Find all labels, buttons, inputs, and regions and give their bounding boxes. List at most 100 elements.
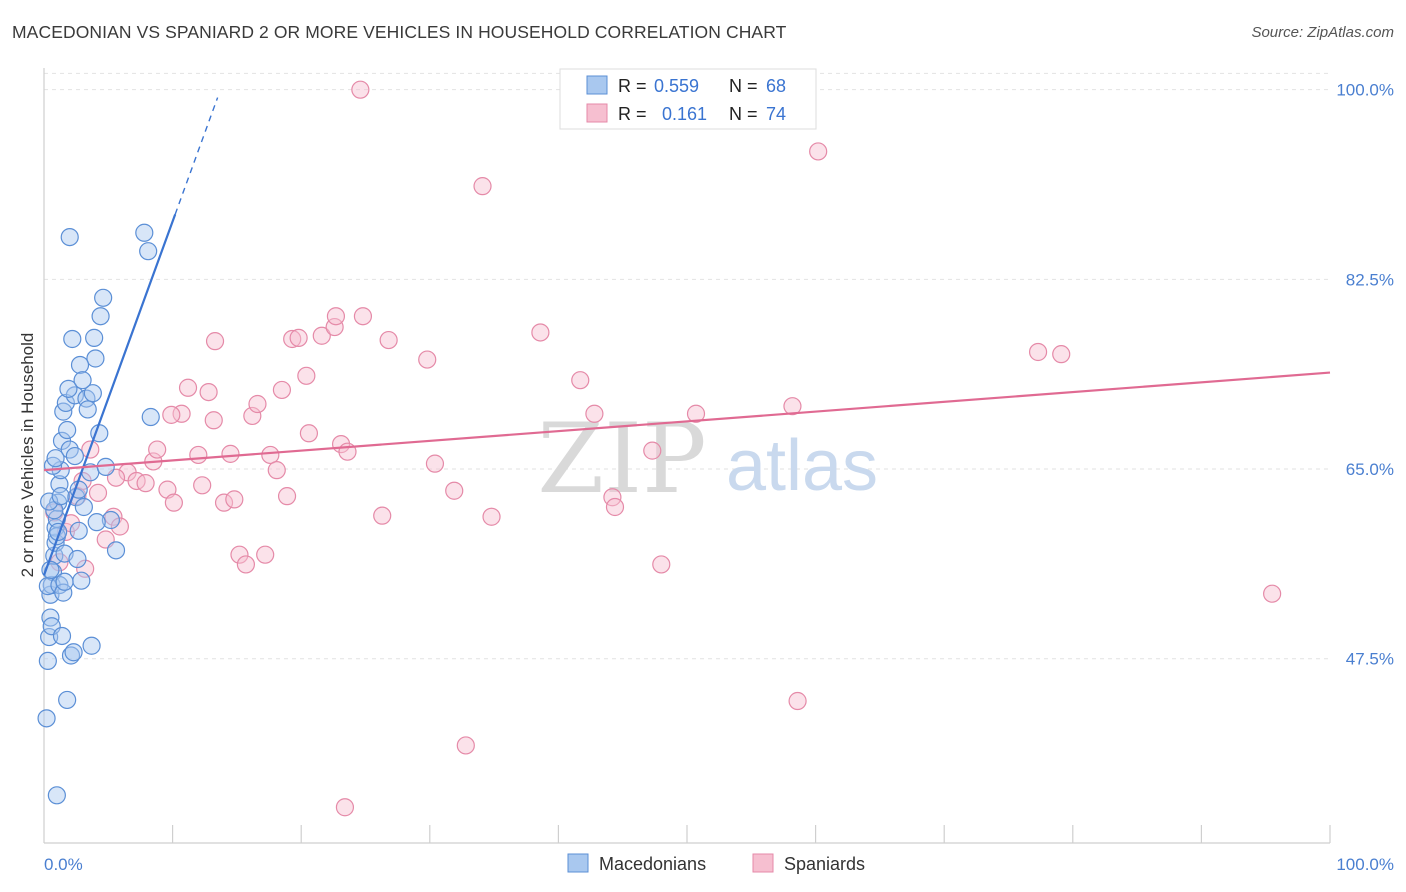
gridlines [44,72,1330,660]
spaniard-point [283,329,302,349]
x-tick-label-max: 100.0% [1336,855,1394,874]
spaniard-point [686,404,706,423]
macedonian-point [40,627,59,647]
y-tick-label: 82.5% [1346,270,1394,289]
spaniard-point [571,371,590,390]
legend-top-pink-n-value: 74 [766,104,786,124]
macedonian-point [38,651,57,671]
source-label: Source: ZipAtlas.com [1251,24,1394,41]
spaniard-point [312,326,331,345]
legend-bottom: Macedonians Spaniards [567,853,865,874]
spaniard-point [809,142,828,161]
spaniard-point [189,445,208,465]
macedonian-point [40,492,59,511]
legend-bottom-blue-label: Macedonians [599,854,706,874]
legend-top: R = 0.559 N = 68 R = 0.161 N = 74 [559,68,817,130]
spaniard-point [445,481,464,500]
trend-lines [42,97,1331,576]
spaniard-point [148,440,167,459]
legend-top-pink-n-label: N = [729,104,758,124]
spaniard-point [425,454,445,473]
macedonian-point [69,521,88,540]
spaniard-point [531,323,550,342]
legend-top-pink-r-label: R = [618,104,647,124]
spaniard-point [289,328,308,347]
spaniard-point [351,80,370,99]
macedonian-point [64,643,83,662]
watermark: ZIP atlas [537,403,878,515]
y-axis-label: 2 or more Vehicles in Household [18,333,37,578]
spaniard-point [267,461,286,480]
spaniard-point [297,366,316,385]
macedonian-point [58,690,77,710]
spaniard-point [104,507,123,526]
macedonian-point [83,384,102,403]
y-tick-label: 100.0% [1336,81,1394,100]
macedonian-point [94,288,113,307]
macedonian-point [65,386,84,405]
spaniard-point [585,404,604,423]
spaniard-point [1263,584,1282,603]
macedonians-points [37,223,160,805]
x-axis-ticks [172,825,1331,843]
macedonian-point [63,329,82,349]
spaniard-point [482,507,501,526]
spaniard-point [225,490,244,509]
macedonians-trend-extension [174,97,219,215]
spaniard-point [605,497,625,517]
spaniard-point [88,483,108,502]
spaniard-point [205,332,225,351]
x-tick-label-min: 0.0% [44,855,83,874]
macedonian-point [51,487,70,506]
legend-top-pink-swatch [586,103,608,123]
watermark-atlas: atlas [726,426,878,506]
macedonian-point [85,328,104,347]
spaniard-point [277,487,297,506]
spaniard-point [261,445,280,465]
macedonian-point [72,571,91,590]
macedonian-point [91,307,110,326]
legend-top-pink-r-value: 0.161 [662,104,707,124]
macedonian-point [37,709,56,728]
spaniard-point [76,559,95,578]
spaniard-point [230,545,249,564]
macedonian-point [101,510,120,530]
macedonian-point [55,572,74,591]
spaniard-point [379,330,398,350]
macedonian-point [86,349,105,368]
macedonian-point [139,242,158,261]
y-tick-label: 65.0% [1346,460,1394,479]
spaniard-point [643,441,662,460]
spaniard-point [326,307,346,326]
spaniard-point [178,378,198,397]
spaniard-point [1028,342,1048,362]
spaniard-point [335,798,355,817]
macedonian-point [135,223,154,242]
macedonian-point [46,449,65,468]
legend-top-blue-swatch [586,75,608,95]
macedonian-point [41,560,60,579]
macedonians-trend-line [42,213,177,576]
spaniards-trend-line [43,371,1331,472]
macedonian-point [141,407,160,427]
macedonian-point [59,379,78,398]
legend-top-blue-r-value: 0.559 [654,76,699,96]
legend-top-blue-r-label: R = [618,76,647,96]
chart-title: MACEDONIAN VS SPANIARD 2 OR MORE VEHICLE… [12,22,787,42]
legend-bottom-pink-label: Spaniards [784,854,865,874]
spaniard-point [256,545,275,564]
macedonian-point [68,549,87,569]
watermark-zip: ZIP [537,403,706,515]
macedonian-point [82,636,101,655]
y-tick-label: 47.5% [1346,650,1394,669]
spaniard-point [243,406,262,426]
legend-bottom-pink-swatch [752,853,774,873]
macedonian-point [78,400,97,419]
legend-bottom-blue-swatch [567,853,589,873]
spaniard-point [783,397,802,416]
macedonian-point [65,446,84,466]
spaniard-point [1052,345,1071,364]
spaniard-point [353,307,373,326]
macedonian-point [70,355,90,375]
